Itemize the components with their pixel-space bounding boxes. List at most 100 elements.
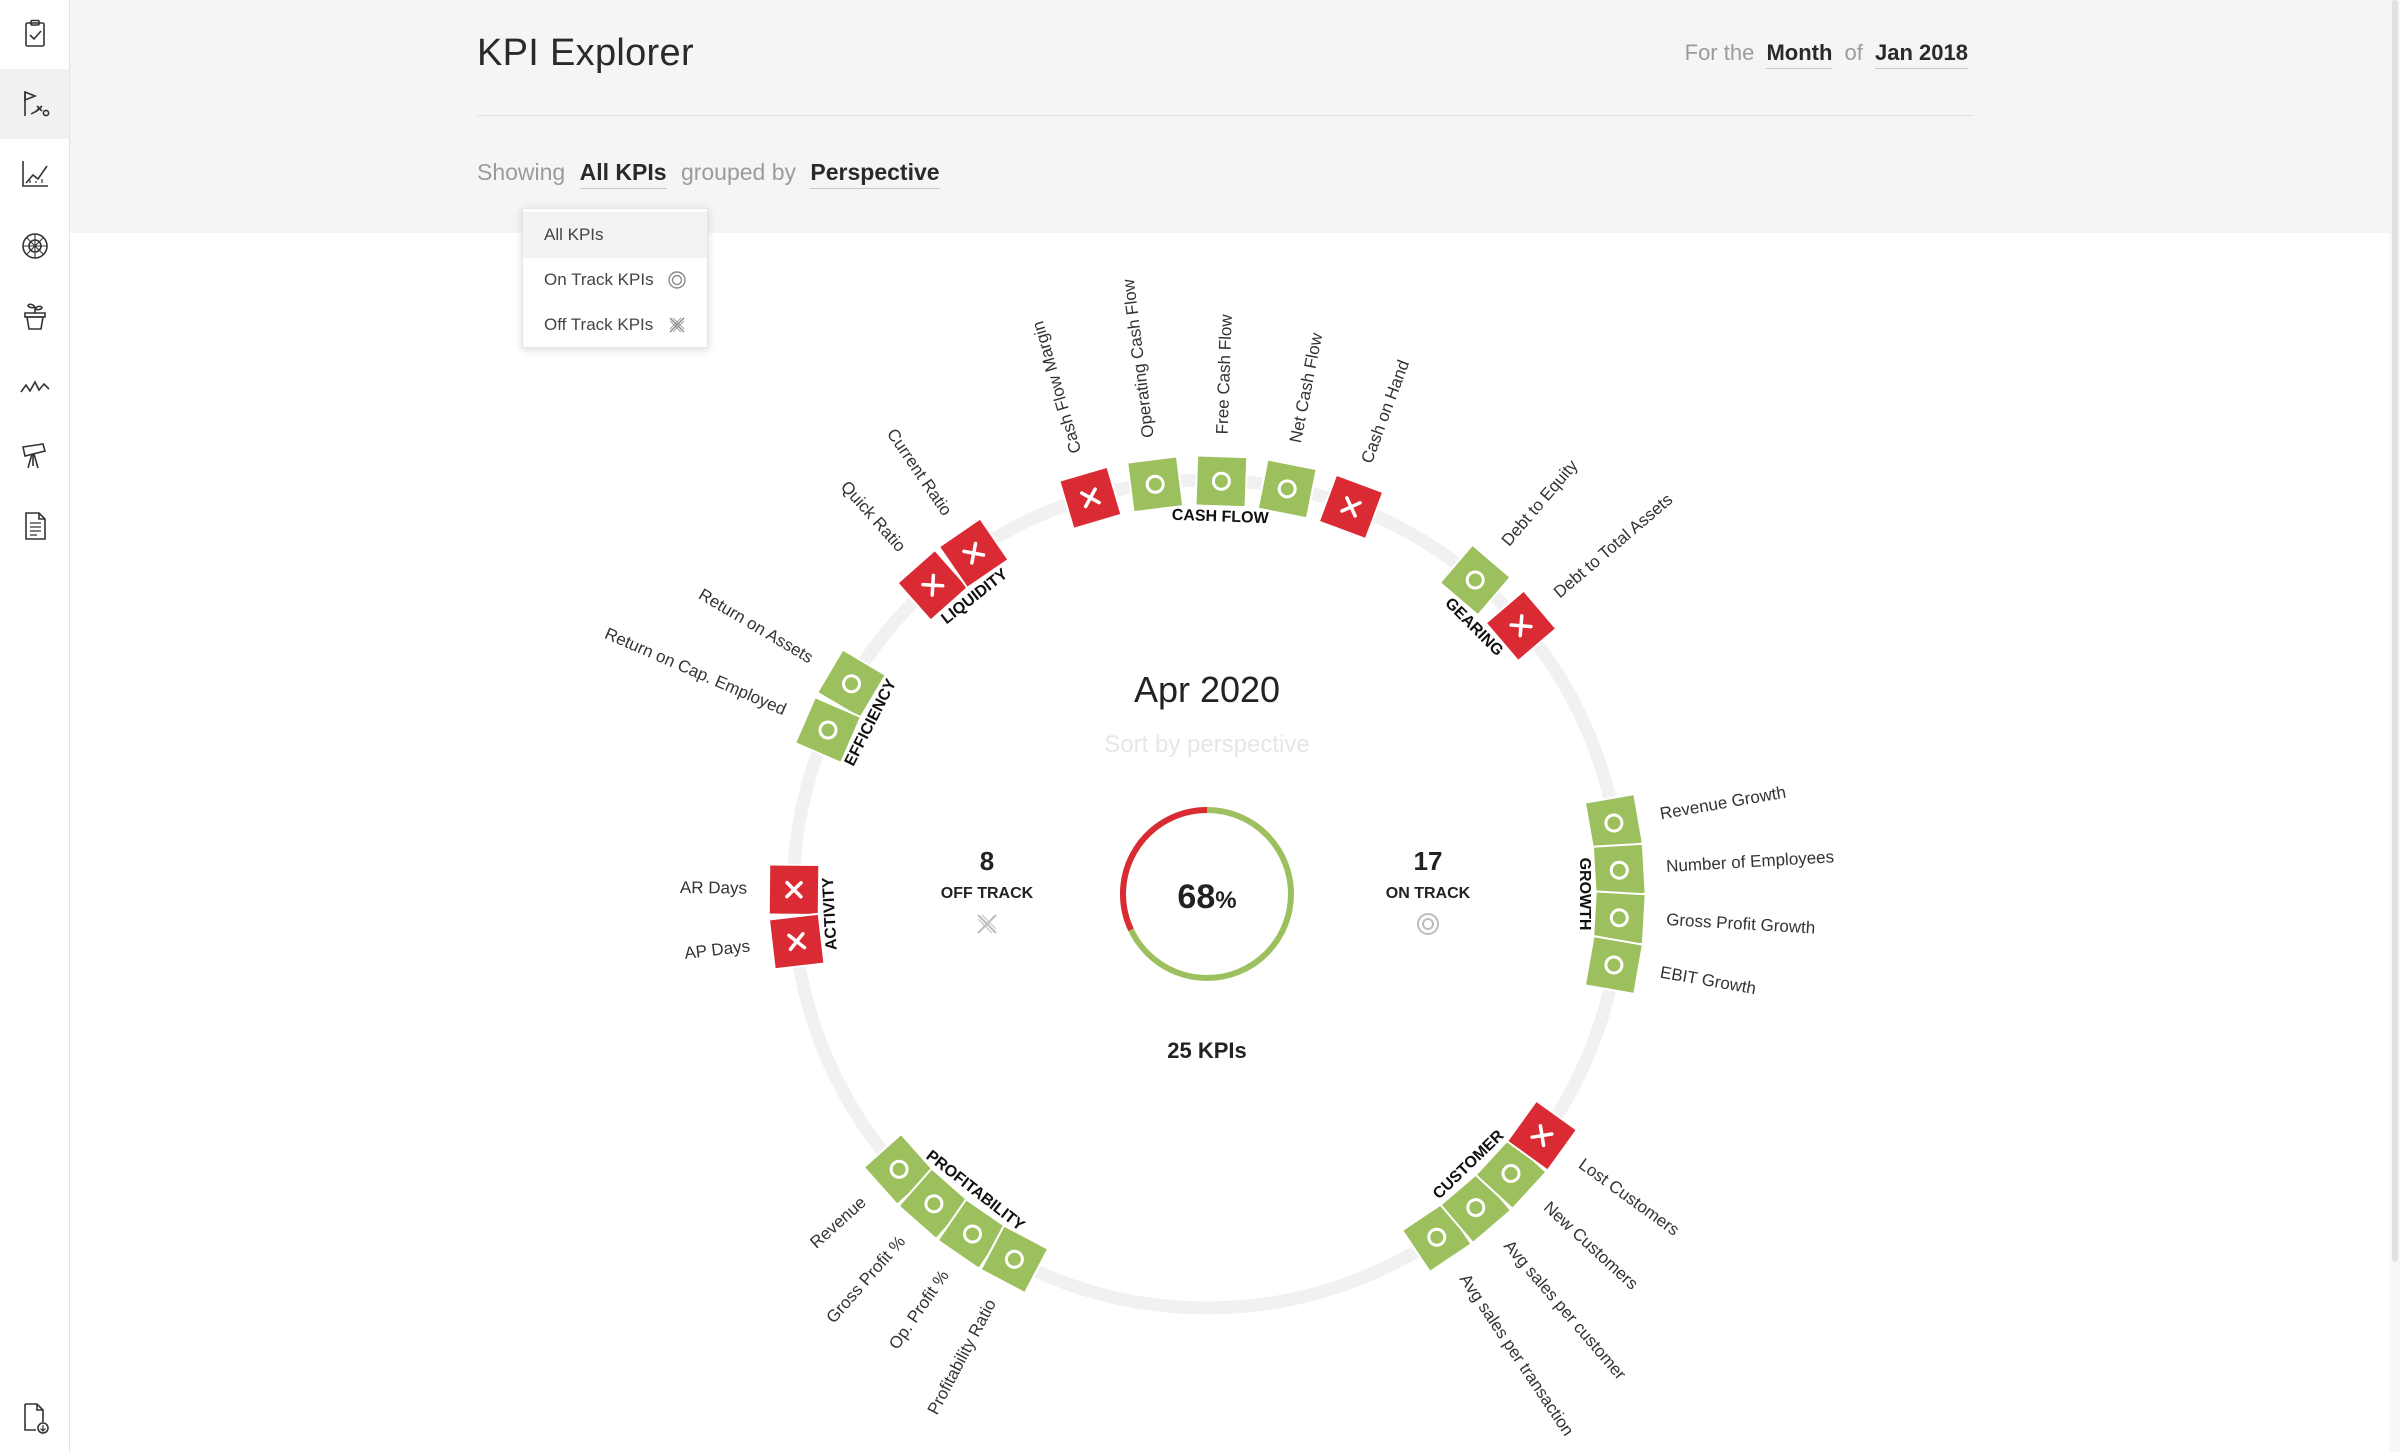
- kpi-tile-current-ratio[interactable]: [937, 517, 1010, 590]
- off-track-icon: [1340, 496, 1362, 518]
- scrollbar-thumb[interactable]: [2392, 0, 2398, 1262]
- menu-item-all-kpis[interactable]: All KPIs: [523, 212, 707, 258]
- menu-item-off-track-kpis[interactable]: Off Track KPIs: [523, 302, 707, 348]
- export-icon[interactable]: [17, 1400, 53, 1436]
- on-track-icon: [1277, 479, 1297, 499]
- kpi-label-op-profit: Op. Profit %: [885, 1267, 953, 1353]
- kpi-label-ap-days: AP Days: [683, 936, 751, 962]
- kpi-tile-cash-flow-margin[interactable]: [1058, 465, 1123, 531]
- kpi-tile-debt-to-equity[interactable]: [1438, 543, 1512, 617]
- kpi-tile-profitability-ratio[interactable]: [979, 1224, 1050, 1295]
- strategy-icon[interactable]: [0, 69, 69, 139]
- plant-icon[interactable]: [17, 298, 53, 334]
- menu-item-label: Off Track KPIs: [544, 315, 654, 334]
- off-track-icon: [1079, 487, 1101, 509]
- kpi-tile-debt-to-total-assets[interactable]: [1484, 589, 1558, 663]
- line-chart-icon[interactable]: [17, 156, 53, 192]
- perspective-label-activity: ACTIVITY: [820, 877, 841, 951]
- on-track-tile: [1256, 458, 1318, 520]
- kpi-label-debt-to-total-assets: Debt to Total Assets: [1550, 490, 1676, 602]
- telescope-icon[interactable]: [17, 438, 53, 474]
- on-track-tile: [1583, 934, 1644, 996]
- on-track-tile: [793, 695, 863, 765]
- kpi-tile-net-cash-flow[interactable]: [1256, 458, 1318, 520]
- period-date-dropdown[interactable]: Jan 2018: [1875, 40, 1968, 69]
- scrollbar[interactable]: [2390, 0, 2400, 1452]
- sort-hint[interactable]: Sort by perspective: [1104, 731, 1309, 758]
- on-track-icon: [1145, 474, 1165, 494]
- trend-icon[interactable]: [17, 368, 53, 404]
- clipboard-check-icon[interactable]: [17, 16, 53, 52]
- progress-off-track-arc: [1119, 807, 1208, 932]
- off-track-icon: [669, 317, 685, 333]
- kpi-label-current-ratio: Current Ratio: [883, 425, 956, 519]
- kpi-tile-cash-on-hand[interactable]: [1317, 473, 1385, 541]
- kpi-label-lost-customers: Lost Customers: [1575, 1155, 1683, 1240]
- on-track-tile: [1126, 455, 1185, 514]
- kpi-tile-quick-ratio[interactable]: [896, 548, 970, 622]
- kpi-label-quick-ratio: Quick Ratio: [837, 477, 910, 555]
- page-title: KPI Explorer: [477, 32, 694, 74]
- kpi-tile-ap-days[interactable]: [767, 912, 826, 971]
- on-track-icon: [1609, 860, 1629, 880]
- off-track-icon: [1509, 614, 1533, 638]
- kpi-tile-return-on-cap-employed[interactable]: [793, 695, 863, 765]
- period-selector: For the Month of Jan 2018: [1684, 40, 1974, 69]
- on-track-icon[interactable]: [1417, 913, 1439, 935]
- perspective-label-cash-flow: CASH FLOW: [1172, 507, 1270, 527]
- kpi-label-cash-flow-margin: Cash Flow Margin: [1028, 319, 1085, 456]
- percent-readout: 68%: [1177, 878, 1236, 916]
- period-prefix: For the: [1684, 40, 1755, 65]
- on-track-icon: [1004, 1249, 1024, 1269]
- off-track-icon: [962, 541, 986, 565]
- menu-item-label: All KPIs: [544, 225, 604, 244]
- perspective-label-growth: GROWTH: [1576, 858, 1593, 931]
- radar-icon[interactable]: [17, 228, 53, 264]
- filter-bar: Showing All KPIs grouped by Perspective: [477, 159, 948, 189]
- kpi-tile-revenue-growth[interactable]: [1583, 792, 1644, 854]
- off-track-label: OFF TRACK: [941, 885, 1034, 902]
- kpi-tile-gross-profit-growth[interactable]: [1591, 890, 1647, 946]
- percent-unit: %: [1215, 887, 1236, 914]
- kpi-label-gross-profit-growth: Gross Profit Growth: [1666, 910, 1816, 938]
- kpi-label-gross-profit: Gross Profit %: [822, 1232, 909, 1327]
- group-cash-flow: Cash Flow Margin Operating Cash Flow Free …: [1028, 277, 1413, 541]
- kpi-filter-dropdown[interactable]: All KPIs: [579, 159, 667, 189]
- kpi-tile-ebit-growth[interactable]: [1583, 934, 1644, 996]
- header: KPI Explorer For the Month of Jan 2018 S…: [70, 0, 2390, 233]
- on-track-tile: [979, 1224, 1050, 1295]
- kpi-label-profitability-ratio: Profitability Ratio: [924, 1296, 1000, 1418]
- kpi-tile-return-on-assets[interactable]: [815, 648, 888, 720]
- kpi-filter-menu: All KPIs On Track KPIs Off Track KPIs: [522, 208, 708, 348]
- group-growth: Revenue Growth Number of Employees Gross P…: [1576, 783, 1835, 999]
- kpi-label-net-cash-flow: Net Cash Flow: [1286, 331, 1326, 445]
- kpi-tile-number-of-employees[interactable]: [1591, 842, 1647, 898]
- kpi-tile-operating-cash-flow[interactable]: [1126, 455, 1185, 514]
- on-track-icon: [1604, 813, 1624, 833]
- on-track-icon: [1465, 570, 1485, 590]
- total-kpis: 25 KPIs: [1167, 1038, 1247, 1063]
- on-track-icon: [1466, 1198, 1486, 1218]
- menu-item-on-track-kpis[interactable]: On Track KPIs: [523, 257, 707, 303]
- kpi-label-ar-days: AR Days: [680, 878, 747, 898]
- period-type-dropdown[interactable]: Month: [1766, 40, 1833, 69]
- kpi-tile-free-cash-flow[interactable]: [1194, 454, 1249, 509]
- on-track-tile: [1591, 842, 1647, 898]
- percent-value: 68: [1177, 878, 1215, 916]
- group-by-dropdown[interactable]: Perspective: [810, 159, 940, 189]
- kpi-tile-ar-days[interactable]: [767, 863, 821, 916]
- kpi-tile-lost-customers[interactable]: [1505, 1099, 1579, 1172]
- showing-label: Showing: [477, 159, 566, 185]
- kpi-label-new-customers: New Customers: [1540, 1198, 1642, 1294]
- report-icon[interactable]: [17, 508, 53, 544]
- on-track-icon: [668, 271, 686, 289]
- off-track-icon[interactable]: [977, 914, 997, 934]
- on-track-icon: [1604, 955, 1624, 975]
- on-track-tile: [815, 648, 888, 720]
